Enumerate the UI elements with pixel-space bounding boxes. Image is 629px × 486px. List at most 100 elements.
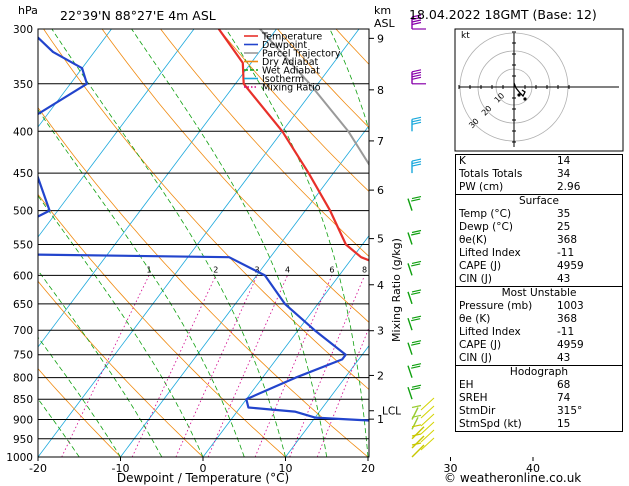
most-unstable-row-label: Lifted Index: [459, 326, 521, 338]
index-row: K 14: [456, 155, 623, 169]
most-unstable-row: Lifted Index -11: [456, 326, 623, 339]
wind-barbs: [407, 14, 435, 458]
wind-barb: [411, 158, 422, 174]
hodograph-row-label: StmDir: [459, 405, 496, 417]
pressure-tick-label: 750: [13, 350, 33, 362]
dry-adiabat-line: [38, 368, 121, 457]
wind-barb-flag: [411, 289, 422, 293]
wind-barb: [407, 260, 422, 276]
wind-barb-staff: [411, 416, 419, 430]
wind-barb: [411, 414, 422, 430]
temperature-tick-label: 10: [279, 462, 293, 475]
most-unstable-section-title: Most Unstable: [455, 286, 623, 300]
wind-barb-surface-staff: [420, 421, 435, 435]
km-tick-label: 4: [377, 279, 384, 292]
indices-table: K 14 Totals Totals 34 PW (cm) 2.96 Surface Temp…: [455, 154, 623, 432]
pressure-tick-label: 950: [13, 434, 33, 446]
index-row-label: K: [459, 155, 466, 167]
mixing-ratio-line: [254, 275, 333, 457]
wind-barb-flag: [411, 196, 422, 200]
most-unstable-row-value: 4959: [557, 339, 584, 351]
pressure-tick-label: 500: [13, 206, 33, 218]
wind-barb-flag: [411, 158, 422, 162]
surface-row-value: 4959: [557, 260, 584, 272]
hpa-label: hPa: [18, 4, 38, 17]
wet-adiabat-line: [429, 29, 454, 457]
most-unstable-row-label: Pressure (mb): [459, 300, 533, 312]
index-row-label: Totals Totals: [459, 168, 523, 180]
mixing-ratio-line: [175, 275, 258, 457]
mixing-ratio-axis-label: Mixing Ratio (g/kg): [390, 238, 403, 342]
km-tick-label: 7: [377, 135, 384, 148]
wind-barb-flag: [411, 21, 422, 26]
wind-barb-flag: [411, 232, 421, 236]
wind-barb-flag: [411, 433, 422, 437]
wind-barb-flag: [411, 69, 422, 73]
wind-barb-flag: [411, 76, 422, 80]
isotherm-line: [38, 29, 112, 128]
location-title: 22°39'N 88°27'E 4m ASL: [60, 8, 216, 23]
index-row: PW (cm) 2.96: [456, 181, 623, 195]
pressure-tick-label: 1000: [6, 452, 33, 464]
wind-barb: [411, 442, 425, 458]
wind-barb-staff: [407, 198, 413, 211]
mixing-ratio-label: 2: [213, 265, 218, 274]
legend-label: Temperature: [261, 32, 322, 43]
surface-row-value: 43: [557, 273, 571, 285]
surface-row-label: CAPE (J): [459, 260, 502, 272]
pressure-tick-label: 650: [13, 299, 33, 311]
hodograph-section-title: Hodograph: [455, 365, 623, 379]
wind-barb: [407, 315, 422, 331]
surface-row-value: -11: [557, 247, 575, 259]
wet-adiabat-line: [131, 29, 328, 457]
isotherm-line: [120, 125, 369, 457]
legend-label: Mixing Ratio: [262, 83, 321, 94]
wind-barb-surface-staff: [420, 437, 435, 451]
wind-barb: [411, 433, 425, 449]
wind-barb: [407, 384, 422, 400]
most-unstable-row-value: -11: [557, 326, 575, 338]
km-tick-label: 5: [377, 233, 384, 246]
pressure-tick-label: 700: [13, 325, 33, 337]
hodograph-unit-label: kt: [461, 31, 470, 41]
wind-barb-staff: [411, 444, 425, 458]
mixing-ratio-line: [368, 455, 369, 457]
wind-barb-flag: [411, 404, 422, 409]
legend-label: Wet Adiabat: [262, 66, 320, 77]
wind-barb-flag: [411, 291, 421, 295]
legend-label: Isotherm: [262, 74, 304, 85]
wind-barb-flag: [411, 198, 421, 202]
wind-barb: [407, 289, 422, 305]
wet-adiabat-line: [38, 398, 80, 457]
most-unstable-row: CIN (J) 43: [456, 352, 623, 366]
most-unstable-row-label: CIN (J): [459, 352, 492, 364]
wind-barb: [407, 363, 422, 378]
wind-barb: [411, 14, 426, 30]
surface-section-title: Surface: [455, 194, 623, 208]
most-unstable-row-value: 1003: [557, 300, 584, 312]
wind-barb: [407, 196, 422, 211]
mixing-ratio-line: [131, 275, 217, 457]
hodograph-storm-marker: [517, 93, 521, 97]
index-row-value: 34: [557, 168, 571, 180]
hodograph-row-label: StmSpd (kt): [459, 418, 522, 430]
legend-label: Dry Adiabat: [262, 57, 319, 68]
wind-barb: [407, 229, 422, 245]
wet-adiabat-line: [38, 269, 163, 457]
wind-barb-flag: [411, 318, 421, 322]
mixing-ratio-label: 1: [146, 265, 151, 274]
wind-barb: [411, 69, 426, 85]
lcl-label: LCL: [382, 406, 401, 418]
surface-row-label: Temp (°C): [459, 208, 512, 220]
pressure-tick-label: 900: [13, 415, 33, 427]
pressure-tick-label: 600: [13, 270, 33, 282]
surface-row: Dewp (°C) 25: [456, 221, 623, 234]
wind-barb-flag: [411, 340, 422, 344]
wind-barb-staff: [407, 365, 413, 378]
temperature-tick-label: -20: [29, 462, 47, 475]
index-row-label: PW (cm): [459, 181, 504, 193]
isotherm-line: [38, 29, 277, 348]
wind-barb-flag: [411, 384, 422, 388]
